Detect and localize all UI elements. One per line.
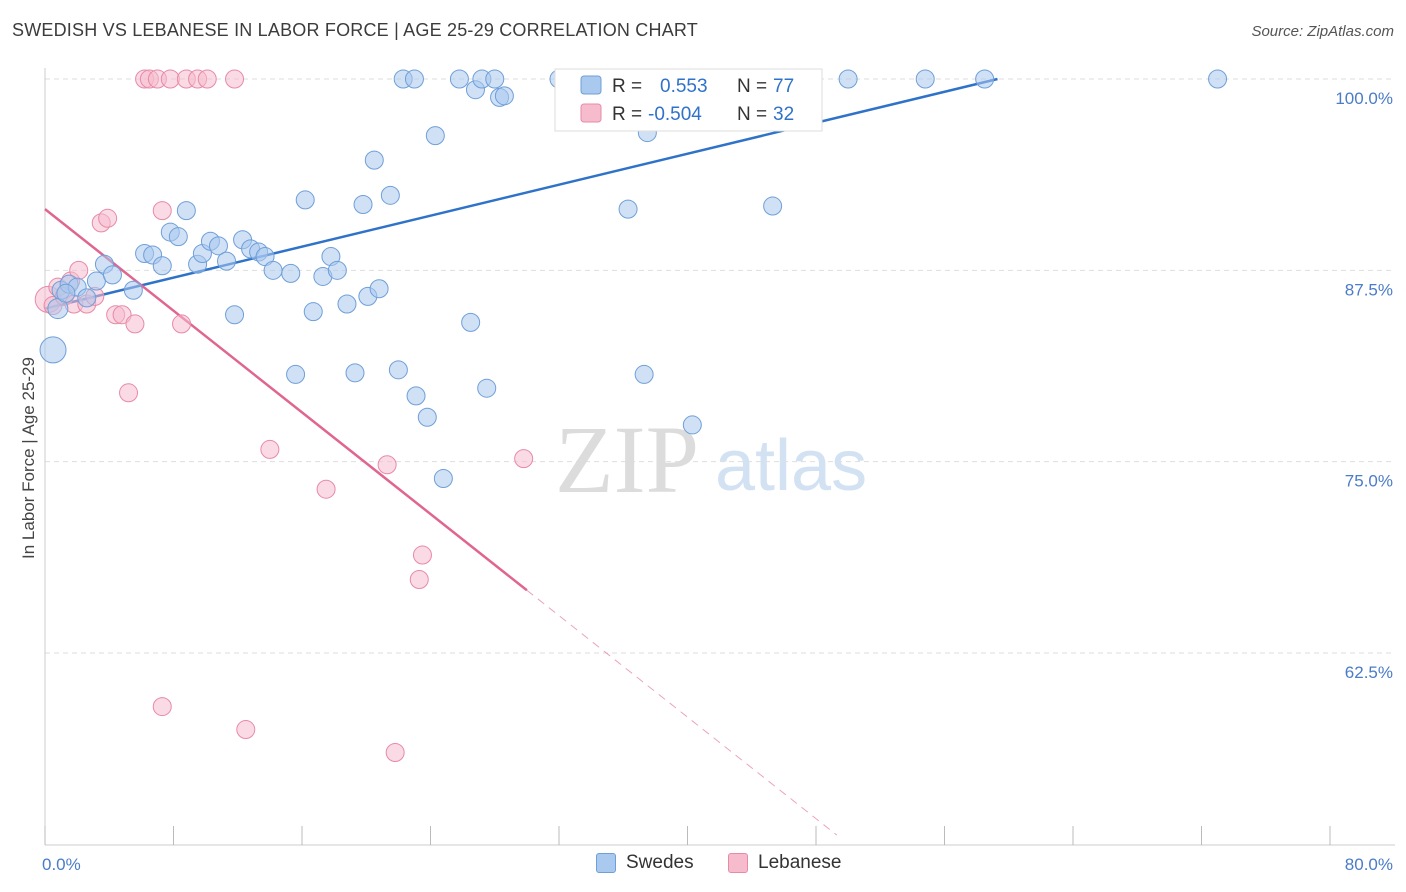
legend-swatch-lebanese — [580, 103, 602, 123]
swedes-point — [915, 69, 935, 89]
swedes-point — [286, 364, 306, 384]
swedes-point — [281, 263, 301, 283]
bottom-legend: Swedes Lebanese — [0, 852, 1406, 878]
legend-r-label-lebanese: R = — [612, 104, 642, 125]
swedes-point — [380, 185, 400, 205]
legend-item-swedes: Swedes — [596, 852, 694, 874]
swedes-point — [39, 336, 67, 364]
lebanese-point — [160, 69, 180, 89]
swedes-point — [56, 283, 76, 303]
swedes-point — [406, 386, 426, 406]
legend-n-value-swedes: 77 — [773, 76, 794, 97]
swedes-point — [77, 288, 97, 308]
swedes-point — [1208, 69, 1228, 89]
swedes-point — [485, 69, 505, 89]
y-tick-label: 62.5% — [1345, 663, 1393, 682]
swedes-point — [975, 69, 995, 89]
swedes-point — [327, 260, 347, 280]
lebanese-point — [172, 314, 192, 334]
swedes-point — [477, 378, 497, 398]
lebanese-point — [225, 69, 245, 89]
lebanese-point — [197, 69, 217, 89]
legend-n-label-lebanese: N = — [737, 104, 767, 125]
legend-n-value-lebanese: 32 — [773, 104, 794, 125]
swedes-point — [634, 364, 654, 384]
lebanese-trend-line — [44, 208, 528, 592]
legend-item-lebanese: Lebanese — [728, 852, 841, 874]
swedes-point — [449, 69, 469, 89]
swedes-point — [263, 260, 283, 280]
lebanese-point — [260, 439, 280, 459]
lebanese-point — [412, 545, 432, 565]
swedes-point — [353, 195, 373, 215]
swedes-point — [303, 302, 323, 322]
y-axis-label: In Labor Force | Age 25-29 — [19, 357, 38, 559]
legend-r-label-swedes: R = — [612, 76, 642, 97]
swedes-point — [763, 196, 783, 216]
swedes-point — [225, 305, 245, 325]
watermark-zip: ZIP — [555, 406, 699, 513]
y-tick-label: 75.0% — [1345, 472, 1393, 491]
lebanese-point — [377, 455, 397, 475]
legend-swatch-swedes-bottom — [596, 853, 616, 873]
swedes-point — [86, 271, 106, 291]
lebanese-point — [125, 314, 145, 334]
axes — [44, 68, 1395, 846]
swedes-point — [176, 201, 196, 221]
lebanese-point — [112, 305, 132, 325]
swedes-point — [168, 227, 188, 247]
swedes-point — [364, 150, 384, 170]
legend-box: R = 0.553 N = 77 R = -0.504 N = 32 — [554, 68, 823, 132]
data-points — [34, 69, 1228, 762]
swedes-point — [345, 363, 365, 383]
legend-swatch-lebanese-bottom — [728, 853, 748, 873]
lebanese-point — [98, 208, 118, 228]
chart-title: SWEDISH VS LEBANESE IN LABOR FORCE | AGE… — [12, 20, 698, 40]
lebanese-point — [385, 742, 405, 762]
swedes-point — [388, 360, 408, 380]
swedes-point — [425, 126, 445, 146]
legend-label-lebanese: Lebanese — [758, 852, 842, 873]
swedes-point — [102, 265, 122, 285]
swedes-point — [295, 190, 315, 210]
tick-labels: 62.5% 75.0% 87.5% 100.0% 0.0% 80.0% — [42, 89, 1393, 874]
x-tick-label-max: 80.0% — [1345, 855, 1393, 874]
swedes-point — [417, 407, 437, 427]
legend-label-swedes: Swedes — [626, 852, 694, 873]
legend-r-value-lebanese: -0.504 — [648, 104, 702, 125]
x-tick-label-min: 0.0% — [42, 855, 81, 874]
lebanese-point — [236, 720, 256, 740]
lebanese-point — [316, 479, 336, 499]
swedes-point — [494, 86, 514, 106]
swedes-point — [337, 294, 357, 314]
legend-r-value-swedes: 0.553 — [660, 76, 708, 97]
swedes-point — [217, 251, 237, 271]
legend-n-label-swedes: N = — [737, 76, 767, 97]
swedes-point — [404, 69, 424, 89]
legend-swatch-swedes — [580, 75, 602, 95]
grid-lines — [45, 78, 1395, 654]
swedes-point — [682, 415, 702, 435]
swedes-point — [838, 69, 858, 89]
lebanese-point — [152, 201, 172, 221]
lebanese-point — [514, 449, 534, 469]
source-credit: Source: ZipAtlas.com — [1251, 23, 1394, 40]
y-tick-label: 100.0% — [1335, 89, 1393, 108]
swedes-point — [369, 279, 389, 299]
lebanese-trend-extension — [526, 589, 838, 836]
swedes-point — [123, 280, 143, 300]
lebanese-point — [119, 383, 139, 403]
swedes-point — [208, 236, 228, 256]
watermark: ZIP atlas — [555, 406, 867, 513]
swedes-point — [433, 469, 453, 489]
swedes-point — [461, 312, 481, 332]
y-tick-label: 87.5% — [1345, 280, 1393, 299]
swedes-point — [618, 199, 638, 219]
lebanese-point — [409, 570, 429, 590]
lebanese-point — [152, 697, 172, 717]
swedes-trend-line — [44, 77, 998, 310]
watermark-atlas: atlas — [715, 426, 867, 506]
swedes-point — [152, 256, 172, 276]
